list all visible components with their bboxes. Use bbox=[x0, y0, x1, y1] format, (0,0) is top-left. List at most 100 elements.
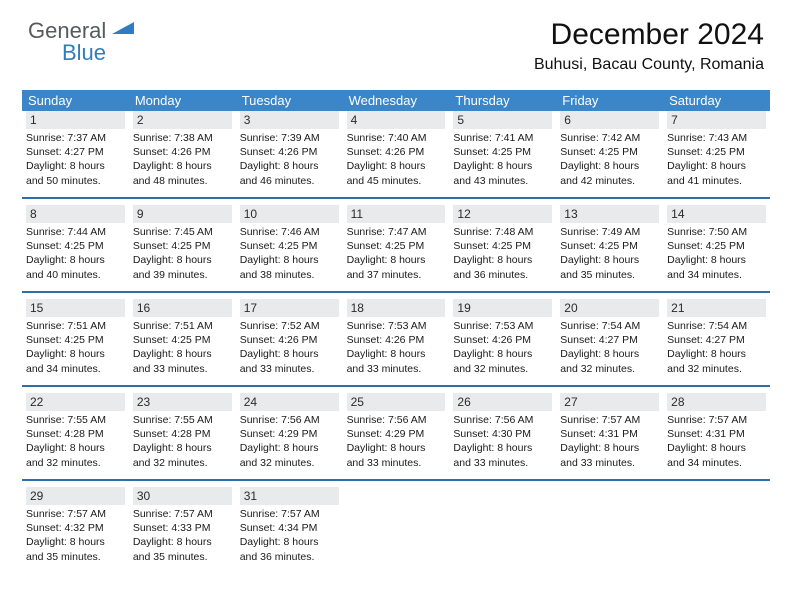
daylight-line: Daylight: 8 hours and 38 minutes. bbox=[240, 253, 339, 281]
sunset-line: Sunset: 4:32 PM bbox=[26, 521, 125, 535]
daylight-line: Daylight: 8 hours and 34 minutes. bbox=[667, 441, 766, 469]
week-row: 15Sunrise: 7:51 AMSunset: 4:25 PMDayligh… bbox=[22, 299, 770, 387]
day-cell: 26Sunrise: 7:56 AMSunset: 4:30 PMDayligh… bbox=[449, 393, 556, 479]
week-row: 1Sunrise: 7:37 AMSunset: 4:27 PMDaylight… bbox=[22, 111, 770, 199]
daylight-line: Daylight: 8 hours and 32 minutes. bbox=[26, 441, 125, 469]
sunset-line: Sunset: 4:26 PM bbox=[240, 145, 339, 159]
day-number: 30 bbox=[133, 487, 232, 505]
day-cell: 1Sunrise: 7:37 AMSunset: 4:27 PMDaylight… bbox=[22, 111, 129, 197]
sunrise-line: Sunrise: 7:48 AM bbox=[453, 225, 552, 239]
sunrise-line: Sunrise: 7:53 AM bbox=[347, 319, 446, 333]
day-number: 10 bbox=[240, 205, 339, 223]
day-cell: 2Sunrise: 7:38 AMSunset: 4:26 PMDaylight… bbox=[129, 111, 236, 197]
sunset-line: Sunset: 4:25 PM bbox=[347, 239, 446, 253]
dayname-monday: Monday bbox=[129, 90, 236, 111]
dayname-sunday: Sunday bbox=[22, 90, 129, 111]
day-number: 12 bbox=[453, 205, 552, 223]
day-number: 31 bbox=[240, 487, 339, 505]
day-cell: 9Sunrise: 7:45 AMSunset: 4:25 PMDaylight… bbox=[129, 205, 236, 291]
sunrise-line: Sunrise: 7:39 AM bbox=[240, 131, 339, 145]
daylight-line: Daylight: 8 hours and 33 minutes. bbox=[453, 441, 552, 469]
day-cell: 15Sunrise: 7:51 AMSunset: 4:25 PMDayligh… bbox=[22, 299, 129, 385]
sunset-line: Sunset: 4:27 PM bbox=[26, 145, 125, 159]
daylight-line: Daylight: 8 hours and 35 minutes. bbox=[133, 535, 232, 563]
sunrise-line: Sunrise: 7:49 AM bbox=[560, 225, 659, 239]
day-cell: 13Sunrise: 7:49 AMSunset: 4:25 PMDayligh… bbox=[556, 205, 663, 291]
daylight-line: Daylight: 8 hours and 36 minutes. bbox=[240, 535, 339, 563]
week-row: 8Sunrise: 7:44 AMSunset: 4:25 PMDaylight… bbox=[22, 205, 770, 293]
daylight-line: Daylight: 8 hours and 32 minutes. bbox=[667, 347, 766, 375]
sunrise-line: Sunrise: 7:56 AM bbox=[347, 413, 446, 427]
day-number: 14 bbox=[667, 205, 766, 223]
sunrise-line: Sunrise: 7:56 AM bbox=[240, 413, 339, 427]
sunrise-line: Sunrise: 7:51 AM bbox=[133, 319, 232, 333]
daylight-line: Daylight: 8 hours and 33 minutes. bbox=[347, 441, 446, 469]
day-number: 18 bbox=[347, 299, 446, 317]
sunset-line: Sunset: 4:29 PM bbox=[240, 427, 339, 441]
day-number: 23 bbox=[133, 393, 232, 411]
sunset-line: Sunset: 4:27 PM bbox=[667, 333, 766, 347]
daylight-line: Daylight: 8 hours and 35 minutes. bbox=[26, 535, 125, 563]
day-cell: 17Sunrise: 7:52 AMSunset: 4:26 PMDayligh… bbox=[236, 299, 343, 385]
daylight-line: Daylight: 8 hours and 40 minutes. bbox=[26, 253, 125, 281]
day-cell: 21Sunrise: 7:54 AMSunset: 4:27 PMDayligh… bbox=[663, 299, 770, 385]
day-cell bbox=[343, 487, 450, 573]
day-cell: 27Sunrise: 7:57 AMSunset: 4:31 PMDayligh… bbox=[556, 393, 663, 479]
day-cell: 19Sunrise: 7:53 AMSunset: 4:26 PMDayligh… bbox=[449, 299, 556, 385]
day-cell bbox=[663, 487, 770, 573]
daylight-line: Daylight: 8 hours and 32 minutes. bbox=[240, 441, 339, 469]
day-number: 7 bbox=[667, 111, 766, 129]
sunrise-line: Sunrise: 7:57 AM bbox=[26, 507, 125, 521]
day-number: 26 bbox=[453, 393, 552, 411]
sunrise-line: Sunrise: 7:53 AM bbox=[453, 319, 552, 333]
day-cell: 28Sunrise: 7:57 AMSunset: 4:31 PMDayligh… bbox=[663, 393, 770, 479]
sunset-line: Sunset: 4:28 PM bbox=[133, 427, 232, 441]
day-cell: 16Sunrise: 7:51 AMSunset: 4:25 PMDayligh… bbox=[129, 299, 236, 385]
location-subtitle: Buhusi, Bacau County, Romania bbox=[534, 56, 764, 74]
dayname-tuesday: Tuesday bbox=[236, 90, 343, 111]
sunset-line: Sunset: 4:31 PM bbox=[560, 427, 659, 441]
sunset-line: Sunset: 4:30 PM bbox=[453, 427, 552, 441]
day-number: 28 bbox=[667, 393, 766, 411]
calendar: SundayMondayTuesdayWednesdayThursdayFrid… bbox=[22, 90, 770, 573]
daylight-line: Daylight: 8 hours and 35 minutes. bbox=[560, 253, 659, 281]
day-cell: 14Sunrise: 7:50 AMSunset: 4:25 PMDayligh… bbox=[663, 205, 770, 291]
day-number: 6 bbox=[560, 111, 659, 129]
day-number: 27 bbox=[560, 393, 659, 411]
day-cell: 25Sunrise: 7:56 AMSunset: 4:29 PMDayligh… bbox=[343, 393, 450, 479]
day-cell: 3Sunrise: 7:39 AMSunset: 4:26 PMDaylight… bbox=[236, 111, 343, 197]
sunrise-line: Sunrise: 7:52 AM bbox=[240, 319, 339, 333]
day-cell: 5Sunrise: 7:41 AMSunset: 4:25 PMDaylight… bbox=[449, 111, 556, 197]
day-number: 24 bbox=[240, 393, 339, 411]
brand-triangle-icon bbox=[112, 22, 134, 41]
dayname-friday: Friday bbox=[556, 90, 663, 111]
header: General Blue December 2024 Buhusi, Bacau… bbox=[0, 0, 792, 80]
day-number: 5 bbox=[453, 111, 552, 129]
daylight-line: Daylight: 8 hours and 41 minutes. bbox=[667, 159, 766, 187]
sunrise-line: Sunrise: 7:45 AM bbox=[133, 225, 232, 239]
day-cell: 6Sunrise: 7:42 AMSunset: 4:25 PMDaylight… bbox=[556, 111, 663, 197]
day-cell: 18Sunrise: 7:53 AMSunset: 4:26 PMDayligh… bbox=[343, 299, 450, 385]
day-cell: 24 Sunrise: 7:56 AMSunset: 4:29 PMDayligh… bbox=[236, 393, 343, 479]
daylight-line: Daylight: 8 hours and 36 minutes. bbox=[453, 253, 552, 281]
sunset-line: Sunset: 4:25 PM bbox=[26, 333, 125, 347]
daylight-line: Daylight: 8 hours and 37 minutes. bbox=[347, 253, 446, 281]
day-cell: 22Sunrise: 7:55 AMSunset: 4:28 PMDayligh… bbox=[22, 393, 129, 479]
sunrise-line: Sunrise: 7:54 AM bbox=[667, 319, 766, 333]
page-title: December 2024 bbox=[534, 18, 764, 52]
sunset-line: Sunset: 4:31 PM bbox=[667, 427, 766, 441]
day-number: 13 bbox=[560, 205, 659, 223]
day-number: 3 bbox=[240, 111, 339, 129]
sunrise-line: Sunrise: 7:57 AM bbox=[240, 507, 339, 521]
daylight-line: Daylight: 8 hours and 34 minutes. bbox=[26, 347, 125, 375]
sunset-line: Sunset: 4:25 PM bbox=[133, 239, 232, 253]
sunrise-line: Sunrise: 7:57 AM bbox=[133, 507, 232, 521]
day-number: 19 bbox=[453, 299, 552, 317]
sunrise-line: Sunrise: 7:51 AM bbox=[26, 319, 125, 333]
day-cell: 31 Sunrise: 7:57 AMSunset: 4:34 PMDayligh… bbox=[236, 487, 343, 573]
sunset-line: Sunset: 4:34 PM bbox=[240, 521, 339, 535]
sunset-line: Sunset: 4:28 PM bbox=[26, 427, 125, 441]
sunrise-line: Sunrise: 7:55 AM bbox=[26, 413, 125, 427]
day-number: 9 bbox=[133, 205, 232, 223]
daylight-line: Daylight: 8 hours and 33 minutes. bbox=[240, 347, 339, 375]
